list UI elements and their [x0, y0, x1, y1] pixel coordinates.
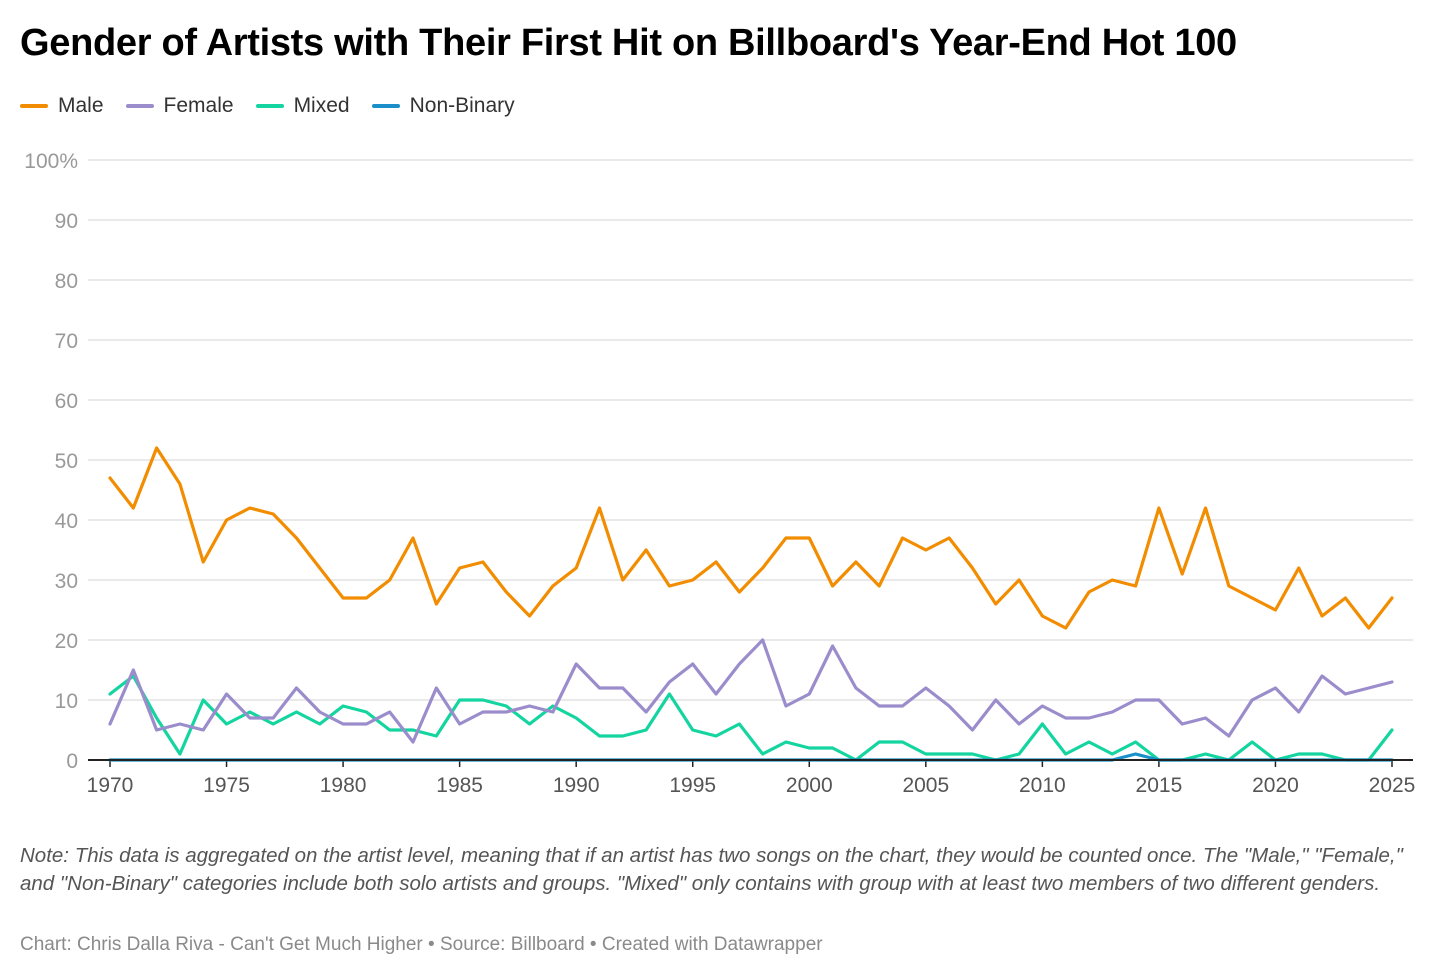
- legend-swatch-female: [125, 104, 154, 108]
- x-tick-label-1990: 1990: [553, 774, 600, 797]
- x-tick-label-1970: 1970: [87, 774, 134, 797]
- legend-label-male: Male: [58, 94, 104, 117]
- chart-title: Gender of Artists with Their First Hit o…: [20, 22, 1237, 64]
- legend-item-mixed: Mixed: [255, 94, 350, 118]
- x-tick-label-2015: 2015: [1136, 774, 1183, 797]
- chart-credit: Chart: Chris Dalla Riva - Can't Get Much…: [20, 934, 823, 955]
- x-axis-ticks: 1970 1975 1980 1985 1990 1995 2000 2005 2010 2015…: [87, 760, 1416, 797]
- x-tick-label-1995: 1995: [669, 774, 716, 797]
- legend-item-non-binary: Non-Binary: [371, 94, 515, 118]
- series-line-male: [108, 446, 1394, 630]
- y-tick-label-90: 90: [55, 210, 78, 233]
- series-line-female: [108, 638, 1394, 744]
- grid-layer: [88, 159, 1413, 701]
- x-tick-label-1980: 1980: [320, 774, 367, 797]
- legend: Male Female Mixed Non-Binary: [20, 94, 537, 118]
- y-tick-label-80: 80: [55, 270, 78, 293]
- line-chart: 0 10 20 30 40 50 60 70 80 90 100% 1970 1975 1980 1985…: [24, 150, 1416, 797]
- y-tick-label-60: 60: [55, 390, 78, 413]
- x-tick-label-2020: 2020: [1252, 774, 1299, 797]
- x-tick-label-2025: 2025: [1369, 774, 1416, 797]
- y-axis-ticks: 0 10 20 30 40 50 60 70 80 90 100%: [24, 150, 78, 773]
- legend-item-female: Female: [125, 94, 234, 118]
- legend-swatch-non-binary: [371, 104, 400, 108]
- y-tick-label-100: 100%: [24, 150, 78, 173]
- x-tick-label-2010: 2010: [1019, 774, 1066, 797]
- legend-label-non-binary: Non-Binary: [409, 94, 515, 117]
- chart-note: Note: This data is aggregated on the art…: [20, 844, 1403, 895]
- y-tick-label-70: 70: [55, 330, 78, 353]
- y-tick-label-20: 20: [55, 630, 78, 653]
- y-tick-label-30: 30: [55, 570, 78, 593]
- legend-swatch-male: [20, 104, 48, 108]
- y-tick-label-40: 40: [55, 510, 78, 533]
- x-tick-label-2005: 2005: [902, 774, 949, 797]
- legend-label-female: Female: [163, 94, 234, 117]
- legend-swatch-mixed: [255, 104, 284, 108]
- x-tick-label-2000: 2000: [786, 774, 833, 797]
- legend-label-mixed: Mixed: [293, 94, 350, 117]
- legend-item-male: Male: [20, 94, 104, 118]
- x-tick-label-1985: 1985: [436, 774, 483, 797]
- y-tick-label-10: 10: [55, 690, 78, 713]
- series-layer: [108, 446, 1394, 762]
- y-tick-label-0: 0: [66, 750, 78, 773]
- y-tick-label-50: 50: [55, 450, 78, 473]
- x-tick-label-1975: 1975: [203, 774, 250, 797]
